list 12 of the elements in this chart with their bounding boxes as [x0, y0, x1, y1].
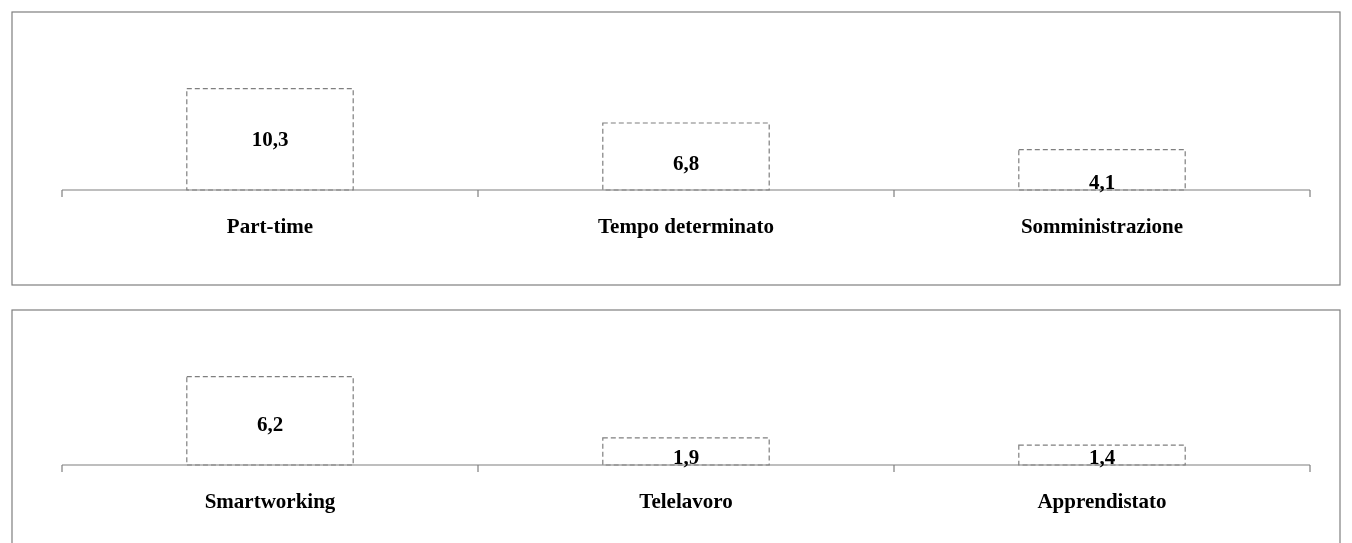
- x-tick-label: Telelavoro: [639, 489, 733, 513]
- x-tick-label: Apprendistato: [1037, 489, 1167, 513]
- data-label: 6,8: [672, 151, 700, 176]
- x-tick-label: Tempo determinato: [598, 214, 774, 238]
- data-label: 4,1: [1088, 170, 1116, 195]
- x-tick-label: Somministrazione: [1020, 214, 1184, 238]
- x-tick-label: Smartworking: [204, 489, 336, 513]
- data-label: 6,2: [256, 411, 284, 436]
- data-label: 1,9: [672, 445, 700, 470]
- data-label: 10,3: [251, 127, 289, 152]
- x-tick-label: Part-time: [226, 214, 314, 238]
- data-label: 1,4: [1088, 445, 1116, 470]
